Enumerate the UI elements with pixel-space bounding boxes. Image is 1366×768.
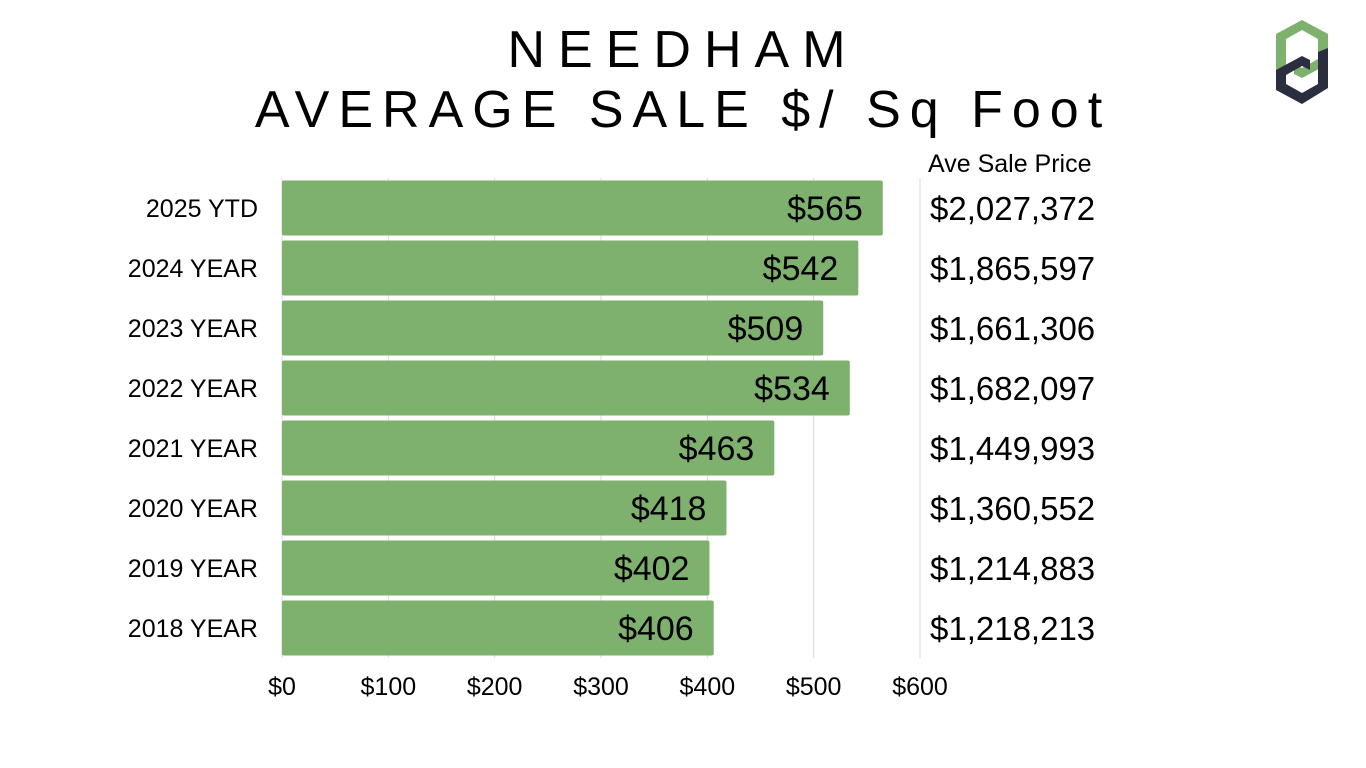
price-column-header: Ave Sale Price — [928, 150, 1092, 178]
price-value: $2,027,372 — [930, 190, 1095, 227]
company-logo-icon — [1276, 20, 1328, 104]
price-value: $1,214,883 — [930, 550, 1095, 587]
x-tick-label: $300 — [573, 673, 629, 701]
bar-data-label: $406 — [618, 610, 694, 648]
x-tick-label: $200 — [467, 673, 523, 701]
x-tick-label: $500 — [786, 673, 842, 701]
x-tick-label: $400 — [680, 673, 736, 701]
bar-data-label: $509 — [728, 310, 804, 348]
bar — [282, 360, 850, 416]
category-label: 2022 YEAR — [128, 375, 258, 403]
bar — [282, 480, 727, 536]
price-column: Ave Sale Price $2,027,372 $1,865,597 $1,66… — [928, 150, 1095, 647]
price-value: $1,661,306 — [930, 310, 1095, 347]
bar — [282, 540, 710, 596]
logo-dark-shape — [1276, 48, 1328, 104]
bars — [282, 180, 883, 656]
price-value: $1,865,597 — [930, 250, 1095, 287]
category-label: 2023 YEAR — [128, 315, 258, 343]
bar-data-labels: $565 $542 $509 $534 $463 $418 $402 $406 — [614, 190, 863, 648]
category-label: 2025 YTD — [146, 195, 258, 223]
bar-data-label: $542 — [763, 250, 839, 288]
category-label: 2020 YEAR — [128, 495, 258, 523]
chart-title-line-2: AVERAGE SALE $/ Sq Foot — [254, 81, 1112, 139]
price-value: $1,682,097 — [930, 370, 1095, 407]
category-label: 2024 YEAR — [128, 255, 258, 283]
bar-data-label: $534 — [754, 370, 830, 408]
bar — [282, 600, 714, 656]
bar-data-label: $418 — [631, 490, 707, 528]
category-labels: 2025 YTD 2024 YEAR 2023 YEAR 2022 YEAR 2021 … — [128, 195, 258, 643]
chart-title-line-1: NEEDHAM — [507, 21, 859, 79]
category-label: 2018 YEAR — [128, 615, 258, 643]
price-value: $1,360,552 — [930, 490, 1095, 527]
x-axis-tick-labels: $0 $100 $200 $300 $400 $500 $600 — [268, 673, 948, 701]
price-value: $1,449,993 — [930, 430, 1095, 467]
bar — [282, 300, 824, 356]
bar-data-label: $402 — [614, 550, 690, 588]
category-label: 2021 YEAR — [128, 435, 258, 463]
category-label: 2019 YEAR — [128, 555, 258, 583]
price-value: $1,218,213 — [930, 610, 1095, 647]
x-tick-label: $100 — [361, 673, 417, 701]
x-tick-label: $600 — [892, 673, 948, 701]
x-tick-label: $0 — [268, 673, 296, 701]
bar-data-label: $565 — [787, 190, 863, 228]
bar-data-label: $463 — [679, 430, 755, 468]
bar — [282, 240, 859, 296]
bar — [282, 180, 883, 236]
bar — [282, 420, 775, 476]
